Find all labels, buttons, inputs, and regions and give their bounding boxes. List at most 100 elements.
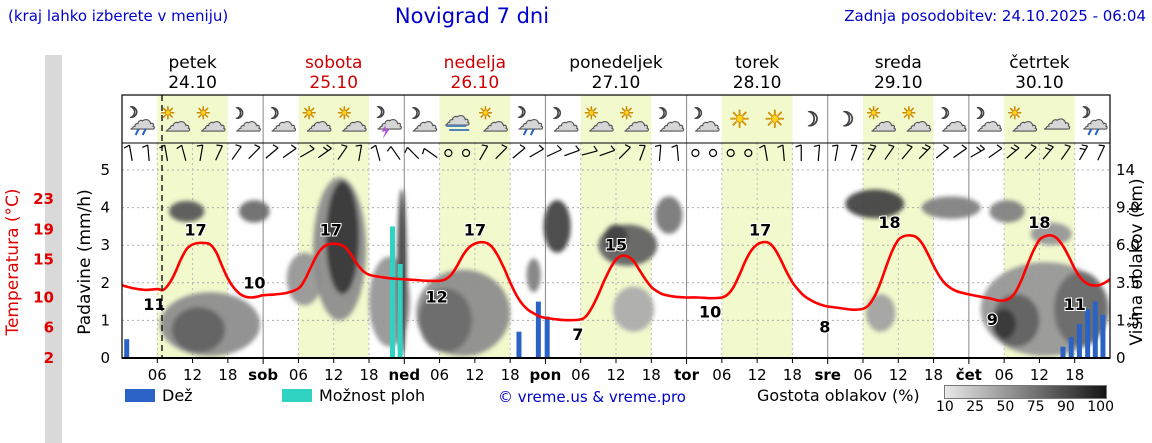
x-tick-label: 06	[853, 366, 872, 384]
temp-value-label: 8	[819, 318, 830, 337]
x-tick-label: 18	[501, 366, 520, 384]
svg-text:☁: ☁	[271, 108, 297, 138]
lightning-bolt	[381, 125, 390, 139]
weather-icon-moon-cloud: ☽☁	[936, 104, 968, 139]
wind-barb	[953, 144, 967, 159]
svg-text:☀: ☀	[1007, 104, 1022, 124]
weather-icon-moon-cloud-drizzle: ☽☁	[1077, 103, 1109, 137]
temperature-curve	[122, 233, 1110, 322]
temp-axis-tick: 23	[33, 190, 54, 208]
rain-bar	[516, 331, 522, 358]
svg-text:☽: ☽	[513, 103, 526, 121]
x-day-label: tor	[674, 366, 699, 384]
cloud-axis-tick: 1.5	[1116, 311, 1140, 329]
x-tick-label: 12	[748, 366, 767, 384]
x-tick-label: 06	[571, 366, 590, 384]
svg-text:☁: ☁	[977, 108, 1003, 138]
wind-calm	[444, 148, 453, 158]
cloud-blob	[543, 200, 571, 253]
x-tick-label: 18	[1065, 366, 1084, 384]
wind-barb	[564, 145, 580, 157]
cloud-axis-tick: 6.0	[1116, 236, 1140, 254]
weather-icon-moon-cloud: ☽☁	[689, 104, 721, 139]
wind-barb	[777, 144, 785, 162]
cloud-density-tick: 10	[936, 399, 954, 415]
wind-barb	[1060, 144, 1071, 160]
svg-text:☁: ☁	[306, 108, 332, 138]
wind-barb	[867, 144, 877, 161]
temp-axis-tick: 19	[33, 220, 54, 238]
page-title: Novigrad 7 dni	[394, 4, 550, 28]
svg-text:☀: ☀	[729, 105, 751, 133]
wind-barb	[176, 144, 187, 161]
cloud-blob	[604, 224, 628, 251]
last-update: Zadnja posodobitev: 24.10.2025 - 06:04	[844, 7, 1146, 25]
cloud-blob	[326, 181, 360, 295]
wind-barb	[1006, 144, 1020, 159]
wind-barb	[639, 144, 646, 161]
day-date: 30.10	[1015, 73, 1064, 93]
svg-text:☀: ☀	[619, 104, 634, 124]
weather-icon-sun-cloud: ☀☁	[160, 104, 192, 139]
svg-text:☀: ☀	[337, 104, 352, 124]
cloud-density-tick: 50	[996, 399, 1015, 415]
weather-icon-sun-cloud: ☀☁	[866, 104, 898, 139]
svg-text:☽: ☽	[266, 104, 279, 122]
wind-barb	[265, 144, 279, 159]
weather-icon-moon-cloud: ☽☁	[230, 104, 262, 139]
temp-value-label: 18	[878, 213, 900, 232]
svg-text:☁: ☁	[377, 106, 403, 136]
wind-calm	[691, 148, 700, 158]
wind-barb	[581, 145, 598, 156]
x-tick-label: 18	[642, 366, 661, 384]
weather-icon-moon-cloud-drizzle: ☽☁	[124, 103, 156, 137]
day-date: 24.10	[168, 73, 217, 93]
svg-text:☁: ☁	[694, 108, 720, 138]
temp-axis-tick: 15	[33, 251, 54, 269]
x-tick-label: 06	[430, 366, 449, 384]
cloud-blob	[171, 307, 225, 353]
day-name: torek	[735, 53, 779, 73]
wind-barb	[901, 144, 913, 160]
svg-text:☀: ☀	[866, 104, 881, 124]
wind-barb	[813, 144, 821, 162]
temp-axis-tick: 2	[44, 349, 54, 367]
wind-barb	[282, 144, 297, 159]
weather-icon-sun-cloud: ☀☁	[619, 104, 651, 139]
precip-axis-tick: 5	[100, 161, 110, 179]
weather-icon-sun-cloud: ☀☁	[301, 104, 333, 139]
wind-barb	[831, 144, 839, 161]
copyright-link[interactable]: © vreme.us & vreme.pro	[498, 388, 686, 406]
drizzle-mark	[141, 128, 147, 136]
wind-barb	[918, 144, 931, 160]
weather-icon-moon: ☽	[801, 107, 820, 132]
precip-axis-tick: 0	[100, 349, 110, 367]
wind-barb	[970, 144, 986, 158]
day-name: nedelja	[444, 53, 506, 73]
cloud-blob	[239, 200, 270, 223]
wind-barb	[337, 144, 348, 160]
showers-swatch	[282, 389, 312, 402]
wind-calm	[744, 148, 753, 158]
day-name: petek	[168, 53, 216, 73]
wind-barb	[1079, 144, 1089, 161]
cloud-blob	[526, 258, 541, 293]
x-tick-label: 18	[359, 366, 378, 384]
weather-icon-cloud: ☁	[1043, 102, 1072, 136]
svg-text:☁: ☁	[1012, 108, 1038, 138]
svg-text:☽: ☽	[801, 107, 819, 131]
svg-text:☽: ☽	[936, 104, 949, 122]
precip-bars	[124, 226, 1106, 358]
left-gutter	[45, 55, 62, 443]
menu-hint[interactable]: (kraj lahko izberete v meniju)	[8, 7, 229, 25]
x-tick-label: 06	[289, 366, 308, 384]
weather-icon-sun-cloud: ☀☁	[583, 104, 615, 139]
wind-barb	[654, 144, 662, 162]
temp-value-label: 11	[143, 295, 165, 314]
svg-text:☁: ☁	[553, 108, 579, 138]
svg-text:☁: ☁	[941, 108, 967, 138]
wind-barb	[884, 144, 895, 160]
weather-icon-moon: ☽	[836, 107, 855, 132]
weather-icon-sun-cloud: ☀☁	[477, 104, 509, 139]
